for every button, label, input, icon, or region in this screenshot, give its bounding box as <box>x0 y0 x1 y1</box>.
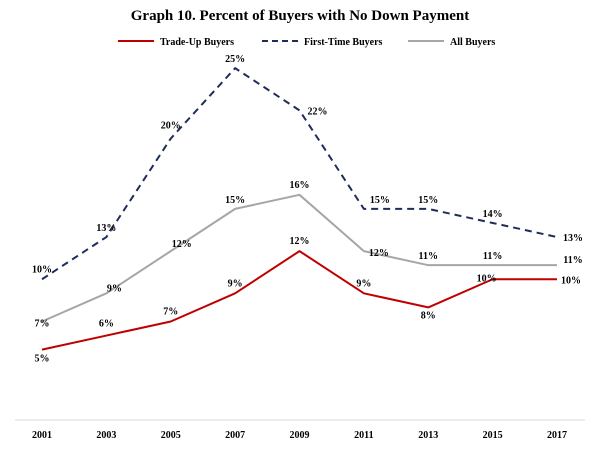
data-label: 9% <box>356 278 371 289</box>
chart-title: Graph 10. Percent of Buyers with No Down… <box>130 8 470 24</box>
data-label: 11% <box>483 251 502 262</box>
data-label: 15% <box>225 195 245 206</box>
data-label: 10% <box>561 275 581 286</box>
series-line <box>41 250 557 351</box>
data-label: 10% <box>477 273 497 284</box>
data-label: 10% <box>32 264 52 275</box>
x-tick-label: 2011 <box>354 430 373 441</box>
series-group <box>41 67 558 351</box>
x-tick-label: 2005 <box>161 430 181 441</box>
data-label: 12% <box>369 248 389 259</box>
x-tick-label: 2007 <box>225 430 245 441</box>
data-labels: 5% 6% 7% 9% 12% 9% 8% 10% 10% 10% 13% 20% 25% 22% 15% 1… <box>32 54 583 364</box>
data-label: 7% <box>35 318 50 329</box>
data-label: 7% <box>163 306 178 317</box>
data-label: 20% <box>161 121 181 132</box>
data-label: 15% <box>418 195 438 206</box>
series-line <box>41 67 558 281</box>
data-label: 9% <box>107 283 122 294</box>
data-label: 14% <box>483 209 503 220</box>
legend-label: All Buyers <box>450 37 495 48</box>
data-label: 12% <box>172 239 192 250</box>
data-label: 22% <box>308 106 328 117</box>
data-label: 5% <box>35 354 50 365</box>
data-label: 15% <box>370 195 390 206</box>
data-label: 13% <box>96 223 116 234</box>
x-tick-label: 2003 <box>96 430 116 441</box>
x-tick-label: 2001 <box>32 430 52 441</box>
data-label: 11% <box>563 255 582 266</box>
data-label: 9% <box>228 278 243 289</box>
data-label: 25% <box>225 54 245 65</box>
data-label: 11% <box>419 251 438 262</box>
series-line <box>41 193 557 323</box>
legend-label: First-Time Buyers <box>304 37 383 48</box>
x-axis: 2001 2003 2005 2007 2009 2011 2013 2015 2017 <box>15 419 585 441</box>
data-label: 6% <box>99 319 114 330</box>
legend: Trade-Up Buyers First-Time Buyers All Buye… <box>118 37 495 48</box>
data-label: 13% <box>563 233 583 244</box>
data-label: 16% <box>290 180 310 191</box>
data-label: 12% <box>290 236 310 247</box>
x-tick-label: 2009 <box>290 430 310 441</box>
x-tick-label: 2017 <box>547 430 567 441</box>
x-tick-label: 2015 <box>483 430 503 441</box>
legend-label: Trade-Up Buyers <box>160 37 234 48</box>
data-label: 8% <box>421 310 436 321</box>
x-tick-label: 2013 <box>418 430 438 441</box>
